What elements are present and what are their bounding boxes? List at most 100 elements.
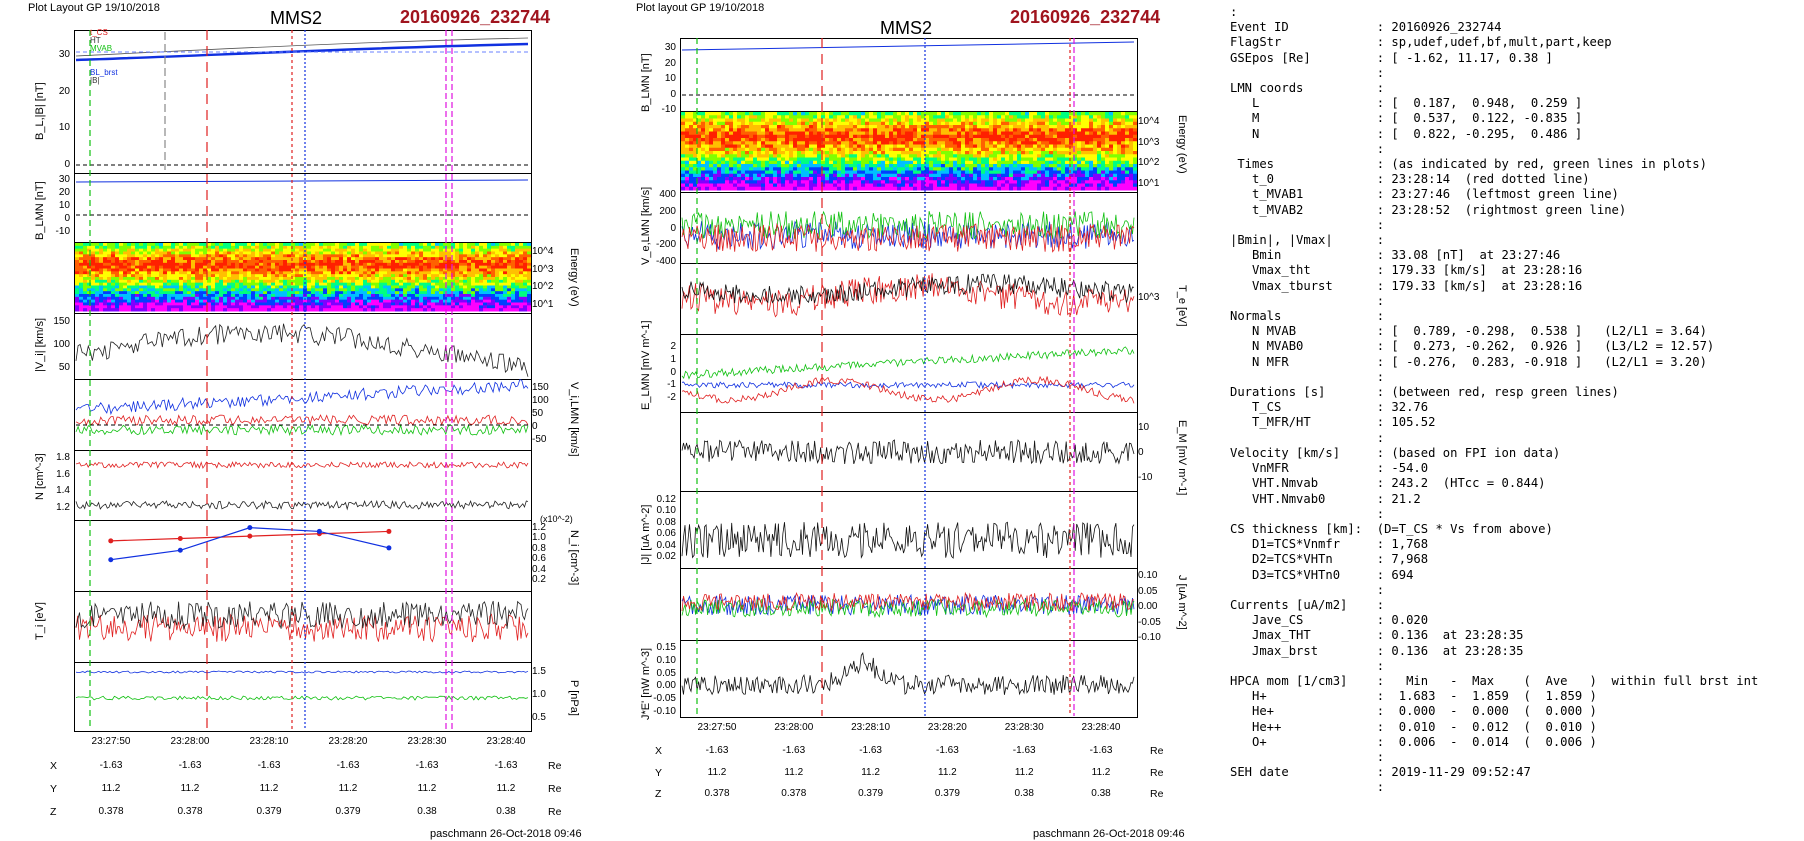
spectrogram-cell	[279, 294, 283, 298]
spectrogram-cell	[363, 285, 367, 289]
spectrogram-cell	[179, 308, 183, 312]
spectrogram-cell	[415, 299, 419, 303]
spectrogram-cell	[857, 125, 861, 129]
spectrogram-cell	[749, 157, 753, 162]
spectrogram-cell	[459, 288, 463, 292]
spectrogram-cell	[355, 248, 359, 252]
spectrogram-cell	[431, 288, 435, 292]
spectrogram-cell	[797, 157, 801, 162]
spectrogram-cell	[985, 167, 989, 171]
spectrogram-cell	[227, 288, 231, 292]
spectrogram-cell	[745, 144, 749, 149]
spectrogram-cell	[1045, 141, 1049, 145]
spectrogram-cell	[523, 265, 527, 269]
spectrogram-cell	[283, 285, 287, 289]
spectrogram-cell	[443, 291, 447, 295]
spectrogram-cell	[227, 279, 231, 284]
spectrogram-cell	[423, 243, 427, 247]
spectrogram-cell	[323, 243, 327, 247]
spectrogram-cell	[155, 265, 159, 269]
spectrogram-cell	[431, 305, 435, 309]
spectrogram-cell	[367, 305, 371, 309]
spectrogram-cell	[881, 138, 885, 142]
spectrogram-cell	[319, 274, 323, 278]
spectrogram-cell	[223, 257, 227, 261]
spectrogram-cell	[211, 251, 215, 255]
spectrogram-cell	[343, 248, 347, 252]
spectrogram-cell	[323, 265, 327, 269]
spectrogram-cell	[347, 265, 351, 269]
spectrogram-cell	[131, 282, 135, 286]
spectrogram-cell	[451, 302, 455, 306]
spectrogram-cell	[79, 271, 83, 275]
spectrogram-cell	[463, 288, 467, 292]
spectrogram-cell	[873, 160, 877, 165]
spectrogram-cell	[515, 285, 519, 289]
spectrogram-cell	[115, 243, 119, 247]
spectrogram-cell	[215, 277, 219, 281]
spectrogram-cell	[949, 138, 953, 142]
spectrogram-cell	[435, 305, 439, 309]
spectrogram-cell	[1121, 128, 1125, 132]
spectrogram-cell	[271, 274, 275, 278]
spectrogram-cell	[1061, 118, 1065, 123]
spectrogram-cell	[447, 291, 451, 295]
spectrogram-cell	[1125, 134, 1129, 139]
spectrogram-cell	[989, 134, 993, 139]
spectrogram-cell	[299, 243, 303, 247]
spectrogram-cell	[773, 144, 777, 149]
spectrogram-cell	[183, 277, 187, 281]
spectrogram-cell	[777, 128, 781, 132]
spectrogram-cell	[1077, 118, 1081, 123]
spectrogram-cell	[1101, 115, 1105, 119]
spectrogram-cell	[159, 251, 163, 255]
spectrogram-cell	[1081, 112, 1085, 116]
spectrogram-cell	[427, 257, 431, 261]
spectrogram-cell	[993, 144, 997, 149]
spectrogram-cell	[1045, 125, 1049, 129]
spectrogram-cell	[953, 125, 957, 129]
spectrogram-cell	[247, 260, 251, 264]
spectrogram-cell	[459, 282, 463, 286]
spectrogram-cell	[127, 251, 131, 255]
spectrogram-cell	[1001, 125, 1005, 129]
spectrogram-cell	[1013, 128, 1017, 132]
spectrogram-cell	[869, 141, 873, 145]
spectrogram-cell	[997, 157, 1001, 162]
spectrogram-cell	[1113, 151, 1117, 155]
spectrogram-cell	[881, 141, 885, 145]
spectrogram-cell	[159, 277, 163, 281]
spectrogram-cell	[323, 271, 327, 275]
spectrogram-cell	[147, 243, 151, 247]
spectrogram-cell	[355, 251, 359, 255]
spectrogram-cell	[183, 251, 187, 255]
spectrogram-cell	[857, 167, 861, 171]
spectrogram-cell	[311, 305, 315, 309]
spectrogram-cell	[227, 299, 231, 303]
spectrogram-cell	[211, 296, 215, 301]
spectrogram-cell	[267, 251, 271, 255]
spectrogram-cell	[917, 167, 921, 171]
spectrogram-cell	[351, 296, 355, 301]
spectrogram-cell	[825, 112, 829, 116]
spectrogram-cell	[817, 141, 821, 145]
spectrogram-cell	[339, 296, 343, 301]
spectrogram-cell	[255, 257, 259, 261]
spectrogram-cell	[721, 141, 725, 145]
spectrogram-cell	[119, 279, 123, 284]
spectrogram-cell	[451, 243, 455, 247]
spectrogram-cell	[901, 125, 905, 129]
spectrogram-cell	[415, 271, 419, 275]
spectrogram-cell	[175, 248, 179, 252]
spectrogram-cell	[511, 282, 515, 286]
spectrogram-cell	[487, 296, 491, 301]
spectrogram-cell	[491, 308, 495, 312]
spectrogram-cell	[271, 279, 275, 284]
spectrogram-cell	[849, 151, 853, 155]
spectrogram-cell	[207, 282, 211, 286]
spectrogram-cell	[941, 125, 945, 129]
spectrogram-cell	[471, 262, 475, 267]
spectrogram-cell	[1041, 157, 1045, 162]
spectrogram-cell	[463, 308, 467, 312]
spectrogram-cell	[941, 170, 945, 175]
